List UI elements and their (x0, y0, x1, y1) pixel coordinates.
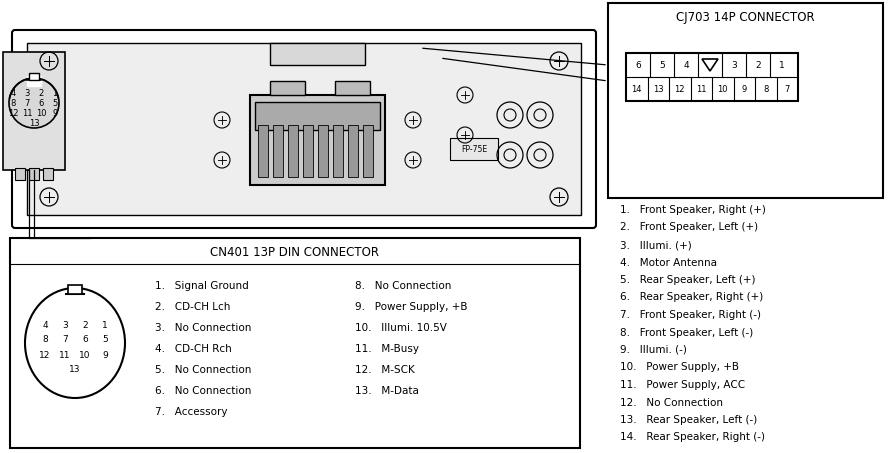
Text: 10.   Power Supply, +B: 10. Power Supply, +B (620, 362, 739, 372)
Bar (29, 168, 39, 180)
Text: 9: 9 (53, 109, 58, 117)
Text: 8: 8 (763, 85, 768, 93)
Text: 2: 2 (38, 88, 44, 97)
Text: 3: 3 (24, 88, 29, 97)
Text: 11: 11 (60, 351, 70, 360)
Text: 5.   Rear Speaker, Left (+): 5. Rear Speaker, Left (+) (620, 275, 756, 285)
Text: 4.   Motor Antenna: 4. Motor Antenna (620, 257, 717, 268)
Text: 7: 7 (785, 85, 790, 93)
Text: 10: 10 (36, 109, 46, 117)
Bar (288, 125, 298, 177)
Text: 9: 9 (102, 351, 108, 360)
Text: 14: 14 (632, 85, 642, 93)
Text: 4: 4 (684, 61, 689, 69)
Bar (68, 285, 82, 294)
Text: 2: 2 (82, 321, 88, 329)
Bar (3, 52, 65, 170)
Text: 11: 11 (21, 109, 32, 117)
Text: 7.   Front Speaker, Right (-): 7. Front Speaker, Right (-) (620, 310, 761, 320)
Text: 7: 7 (24, 98, 29, 107)
Text: 13: 13 (69, 365, 81, 374)
Text: 11.   M-Busy: 11. M-Busy (355, 344, 419, 354)
Text: 10: 10 (79, 351, 91, 360)
Bar (303, 125, 313, 177)
Text: 1.   Front Speaker, Right (+): 1. Front Speaker, Right (+) (620, 205, 766, 215)
Text: 3.   Illumi. (+): 3. Illumi. (+) (620, 240, 692, 250)
Text: 5: 5 (53, 98, 58, 107)
Text: 14.   Rear Speaker, Right (-): 14. Rear Speaker, Right (-) (620, 433, 765, 443)
Text: FP-75E: FP-75E (461, 145, 487, 154)
Text: 1: 1 (102, 321, 108, 329)
Text: 9: 9 (741, 85, 747, 93)
Bar (626, 53, 798, 101)
Text: 3.   No Connection: 3. No Connection (155, 323, 251, 333)
Text: 8.   No Connection: 8. No Connection (355, 281, 451, 291)
Text: 5.   No Connection: 5. No Connection (155, 365, 251, 375)
Text: 4: 4 (42, 321, 48, 329)
Text: 13.   Rear Speaker, Left (-): 13. Rear Speaker, Left (-) (620, 415, 757, 425)
Bar (270, 43, 365, 65)
Circle shape (9, 78, 59, 128)
Text: CN401 13P DIN CONNECTOR: CN401 13P DIN CONNECTOR (211, 246, 379, 259)
Text: 1: 1 (53, 88, 58, 97)
Text: 5: 5 (659, 61, 665, 69)
Text: 7: 7 (62, 334, 68, 343)
Text: 10.   Illumi. 10.5V: 10. Illumi. 10.5V (355, 323, 447, 333)
Text: 12.   M-SCK: 12. M-SCK (355, 365, 415, 375)
Bar (608, 3, 883, 198)
Text: 8: 8 (11, 98, 16, 107)
Bar (10, 238, 580, 448)
Text: 3: 3 (62, 321, 68, 329)
Text: 1.   Signal Ground: 1. Signal Ground (155, 281, 248, 291)
Text: 10: 10 (717, 85, 728, 93)
Text: 13.   M-Data: 13. M-Data (355, 386, 419, 396)
Bar (255, 102, 380, 130)
Bar (318, 125, 328, 177)
Bar (348, 125, 358, 177)
Text: 9.   Power Supply, +B: 9. Power Supply, +B (355, 302, 467, 312)
Text: 8: 8 (42, 334, 48, 343)
Text: 13: 13 (653, 85, 664, 93)
Text: 4: 4 (11, 88, 16, 97)
Bar (27, 43, 581, 215)
Bar (363, 125, 373, 177)
Text: 6.   Rear Speaker, Right (+): 6. Rear Speaker, Right (+) (620, 293, 764, 303)
Text: CJ703 14P CONNECTOR: CJ703 14P CONNECTOR (676, 10, 815, 24)
Text: 11: 11 (696, 85, 707, 93)
Text: 6.   No Connection: 6. No Connection (155, 386, 251, 396)
Text: 5: 5 (102, 334, 108, 343)
Text: 13: 13 (28, 119, 39, 127)
Text: 4.   CD-CH Rch: 4. CD-CH Rch (155, 344, 231, 354)
Text: 2.   Front Speaker, Left (+): 2. Front Speaker, Left (+) (620, 222, 758, 232)
Text: 12: 12 (8, 109, 19, 117)
Bar (273, 125, 283, 177)
Text: 6: 6 (38, 98, 44, 107)
Bar (333, 125, 343, 177)
Text: 6: 6 (82, 334, 88, 343)
Bar (43, 168, 53, 180)
Bar (15, 168, 25, 180)
Text: 11.   Power Supply, ACC: 11. Power Supply, ACC (620, 380, 745, 390)
Text: 9.   Illumi. (-): 9. Illumi. (-) (620, 345, 687, 355)
Text: 2: 2 (756, 61, 761, 69)
Text: 7.   Accessory: 7. Accessory (155, 407, 228, 417)
Text: 12: 12 (39, 351, 51, 360)
Bar (450, 138, 498, 160)
Text: 1: 1 (779, 61, 785, 69)
Text: 12: 12 (675, 85, 685, 93)
Bar (250, 95, 385, 185)
Text: 8.   Front Speaker, Left (-): 8. Front Speaker, Left (-) (620, 328, 753, 337)
Bar (335, 81, 370, 95)
Text: 3: 3 (731, 61, 737, 69)
Text: 12.   No Connection: 12. No Connection (620, 397, 723, 408)
Bar (258, 125, 268, 177)
Bar (270, 81, 305, 95)
Text: 6: 6 (635, 61, 641, 69)
Text: 2.   CD-CH Lch: 2. CD-CH Lch (155, 302, 231, 312)
Bar (27, 76, 41, 86)
FancyBboxPatch shape (12, 30, 596, 228)
Bar (29, 73, 39, 80)
